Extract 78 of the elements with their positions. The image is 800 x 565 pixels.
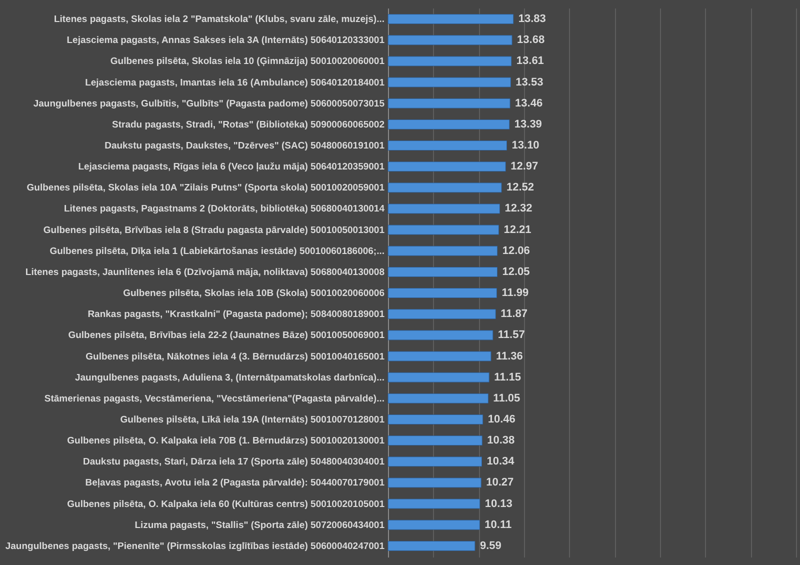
data-label: 11.15 <box>494 371 522 384</box>
bar <box>388 119 510 130</box>
data-label: 12.32 <box>504 202 532 215</box>
data-label: 13.83 <box>518 13 546 26</box>
y-tick-label: Daukstu pagasts, Daukstes, "Dzērves" (SAC) 50480060191001 <box>104 140 386 152</box>
data-label: 10.38 <box>487 434 515 447</box>
y-tick-label: Lizuma pagasts, "Stallis" (Sporta zāle) 50720060434001 <box>134 520 386 531</box>
bar <box>388 456 482 467</box>
bar <box>388 35 512 46</box>
bar <box>388 414 484 424</box>
bar <box>388 224 499 235</box>
bar <box>388 56 512 66</box>
bar <box>388 288 497 298</box>
y-tick-label: Litenes pagasts, Jaunlitenes iela 6 (Dzīvojamā māja, noliktava) 50680040130008 <box>25 266 384 278</box>
y-tick-label: Gulbenes pilsēta, Skolas iela 10 (Ģimnāzija) 50010020060001 <box>110 56 386 68</box>
y-tick-label: Gulbenes pilsēta, Brīvības iela 22-2 (Jaunatnes Bāze) 50010050069001 <box>68 330 386 342</box>
bar <box>388 351 492 362</box>
bar <box>388 98 510 108</box>
y-tick-label: Gulbenes pilsēta, Skolas iela 10A "Zilais Putns" (Sporta skola) 50010020059001 <box>26 182 386 194</box>
bar <box>388 182 502 193</box>
data-label: 12.06 <box>502 244 530 257</box>
y-tick-label: Gulbenes pilsēta, O. Kalpaka iela 70B (1. Bērnudārzs) 50010020130001 <box>67 436 386 447</box>
bar <box>388 393 488 404</box>
data-label: 13.10 <box>512 140 540 152</box>
y-tick-label: Lejasciema pagasts, Annas Sakses iela 3A (Internāts) 50640120333001 <box>66 35 386 46</box>
data-label: 11.05 <box>493 392 520 404</box>
y-tick-label: Jaungulbenes pagasts, Aduliena 3, (Internātpamatskolas darbnīca)... <box>74 372 384 384</box>
data-label: 11.36 <box>496 350 523 362</box>
y-tick-label: Gulbenes pilsēta, Nākotnes iela 4 (3. Bērnudārzs) 50010040165001 <box>86 351 386 362</box>
data-label: 10.27 <box>486 476 514 489</box>
y-tick-label: Jaungulbenes pagasts, "Pienenīte" (Pirmsskolas izglītības iestāde) 50600040247001 <box>5 540 386 552</box>
bar <box>388 498 480 509</box>
bar <box>388 14 514 24</box>
data-label: 10.46 <box>488 413 516 426</box>
y-tick-label: Litenes pagasts, Skolas iela 2 "Pamatskola" (Klubs, svaru zāle, muzejs)... <box>54 14 384 26</box>
y-tick-label: Gulbenes pilsēta, Līkā iela 19A (Internāts) 50010070128001 <box>120 414 386 426</box>
data-label: 12.52 <box>506 182 534 194</box>
data-label: 13.53 <box>516 76 544 88</box>
data-label: 12.05 <box>502 266 530 278</box>
y-tick-label: Stāmerienas pagasts, Vecstāmeriena, "Vecstāmeriena"(Pagasta pārvalde)... <box>44 393 384 404</box>
data-label: 13.61 <box>516 55 544 68</box>
data-label: 12.21 <box>504 224 532 236</box>
y-tick-label: Lejasciema pagasts, Imantas iela 16 (Ambulance) 50640120184001 <box>85 77 386 88</box>
y-tick-label: Daukstu pagasts, Stari, Dārza iela 17 (Sporta zāle) 50480040304001 <box>82 456 386 468</box>
y-tick-label: Gulbenes pilsēta, Brīvības iela 8 (Stradu pagasta pārvalde) 50010050013001 <box>43 224 386 236</box>
data-label: 9.59 <box>480 540 502 552</box>
data-label: 10.11 <box>484 518 512 531</box>
y-tick-label: Gulbenes pilsēta, Dīķa iela 1 (Labiekārtošanas iestāde) 50010060186006;... <box>50 246 384 257</box>
bar <box>388 162 506 172</box>
data-label: 11.99 <box>502 287 529 300</box>
bar <box>388 204 500 214</box>
y-tick-label: Rankas pagasts, "Krastkalni" (Pagasta padome); 50840080189001 <box>88 309 386 320</box>
y-tick-label: Gulbenes pilsēta, O. Kalpaka iela 60 (Kultūras centrs) 50010020105001 <box>67 498 386 510</box>
y-tick-label: Lejasciema pagasts, Rīgas iela 6 (Veco ļaužu māja) 50640120359001 <box>78 162 386 173</box>
bar <box>388 309 496 320</box>
data-label: 11.57 <box>498 329 525 342</box>
data-label: 13.68 <box>517 34 545 46</box>
data-label: 12.97 <box>510 160 538 173</box>
y-tick-label: Litenes pagasts, Pagastnams 2 (Doktorāts, bibliotēka) 50680040130014 <box>64 204 386 215</box>
data-label: 13.39 <box>514 118 542 130</box>
bar <box>388 478 482 488</box>
bar <box>388 330 494 340</box>
y-tick-label: Beļavas pagasts, Avotu iela 2 (Pagasta pārvalde): 50440070179001 <box>85 478 386 489</box>
data-label: 10.34 <box>486 456 516 468</box>
bar <box>388 540 476 551</box>
bar <box>388 140 508 151</box>
bar <box>388 266 498 277</box>
bar <box>388 77 511 88</box>
y-tick-label: Gulbenes pilsēta, Skolas iela 10B (Skola) 50010020060006 <box>123 288 384 300</box>
y-tick-label: Stradu pagasts, Stradi, "Rotas" (Bibliotēka) 50900060065002 <box>112 119 384 130</box>
data-label: 10.13 <box>484 498 512 510</box>
bar <box>388 436 482 446</box>
y-tick-label: Jaungulbenes pagasts, Gulbītis, "Gulbīts" (Pagasta padome) 50600050073015 <box>33 98 386 110</box>
data-label: 13.46 <box>515 97 543 110</box>
bar <box>388 372 490 382</box>
data-label: 11.87 <box>500 308 528 320</box>
bar <box>388 246 498 256</box>
bar <box>388 520 480 530</box>
